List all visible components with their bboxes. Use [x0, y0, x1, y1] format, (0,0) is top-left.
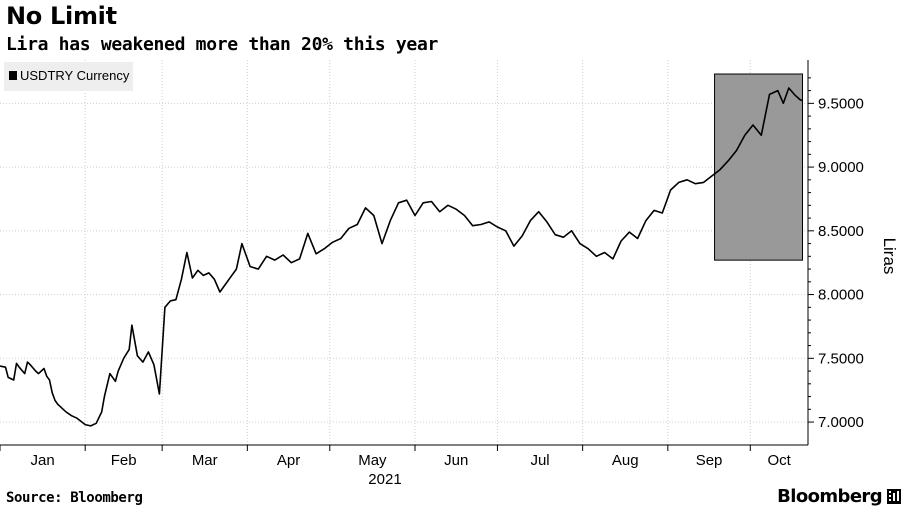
legend-box	[4, 62, 133, 91]
x-tick-label: Mar	[192, 452, 218, 469]
y-axis-title: Liras	[880, 238, 899, 275]
source-note: Source: Bloomberg	[6, 490, 143, 506]
terminal-icon	[887, 489, 901, 504]
x-tick-label: Jul	[530, 452, 549, 469]
brand-logo-text: Bloomberg	[777, 486, 882, 507]
x-tick-label: Sep	[696, 452, 723, 469]
x-tick-label: Oct	[767, 452, 791, 469]
chart-title: No Limit	[6, 2, 117, 30]
x-tick-label: Jan	[31, 452, 55, 469]
x-tick-label: Apr	[277, 452, 300, 469]
y-tick-label: 8.0000	[818, 287, 864, 304]
series-line-usdtry	[0, 87, 803, 427]
legend-swatch	[9, 71, 17, 80]
y-tick-label: 8.5000	[818, 223, 864, 240]
y-tick-label: 7.5000	[818, 350, 864, 367]
x-tick-label: Aug	[612, 452, 639, 469]
y-tick-label: 9.0000	[818, 159, 864, 176]
x-tick-label: May	[358, 452, 387, 469]
x-year-label: 2021	[368, 471, 401, 488]
chart-subtitle: Lira has weakened more than 20% this yea…	[6, 34, 439, 55]
legend: USDTRY Currency	[4, 62, 133, 91]
highlight-box	[714, 73, 804, 261]
legend-label: USDTRY Currency	[20, 68, 130, 83]
y-tick-label: 9.5000	[818, 95, 864, 112]
x-tick-label: Jun	[444, 452, 468, 469]
x-tick-label: Feb	[111, 452, 137, 469]
y-tick-label: 7.0000	[818, 414, 864, 431]
